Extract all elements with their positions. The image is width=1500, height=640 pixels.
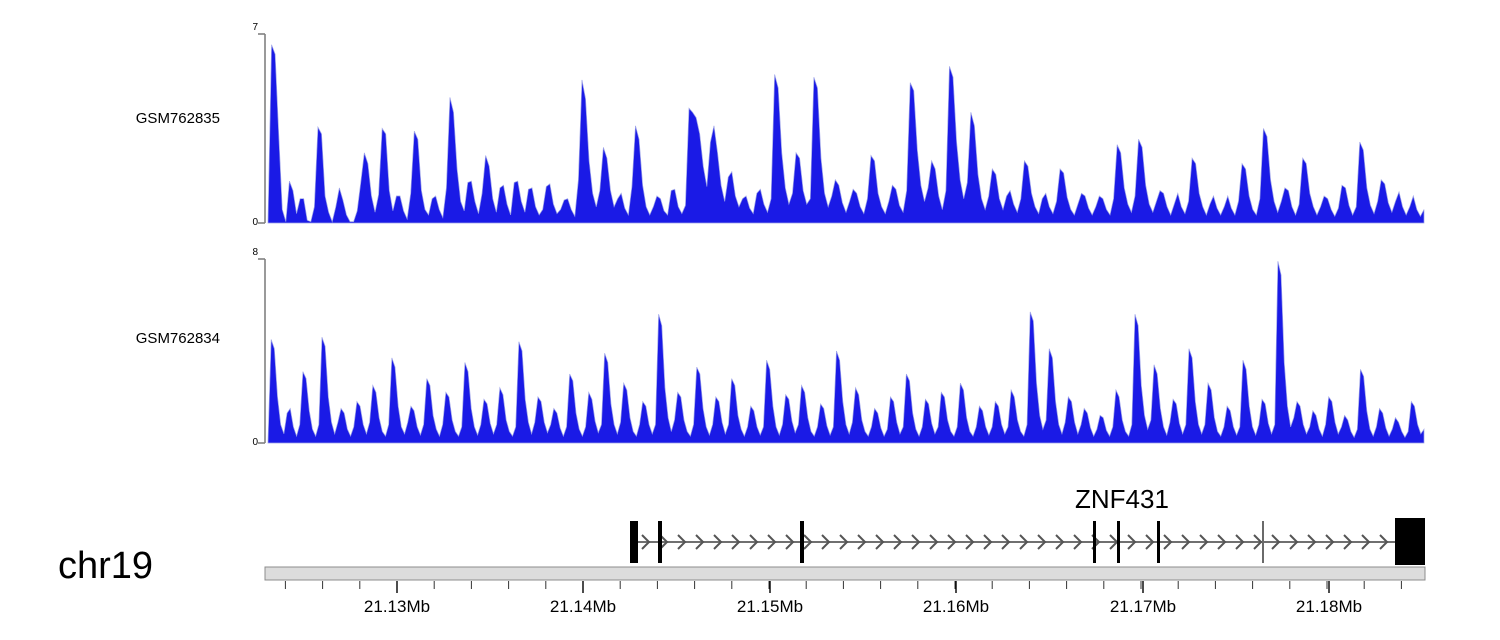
chromosome-label: chr19 <box>58 545 154 587</box>
strand-arrow-icon <box>1217 534 1227 550</box>
genomic-coordinate-axis[interactable] <box>255 566 1455 596</box>
axis-tick-label-2: 21.15Mb <box>736 597 804 616</box>
track-axis-min-1: 0 <box>252 437 258 448</box>
track-axis-max-1: 8 <box>252 247 258 258</box>
exon-block-2 <box>800 521 804 563</box>
strand-arrow-icon <box>947 534 957 550</box>
strand-arrow-icon <box>803 534 813 550</box>
strand-arrow-icon <box>1325 534 1335 550</box>
strand-arrow-icon <box>1307 534 1317 550</box>
exon-block-0 <box>630 521 638 563</box>
strand-arrow-icon <box>641 534 651 550</box>
strand-arrow-icon <box>659 534 669 550</box>
strand-arrow-icon <box>1379 534 1389 550</box>
strand-arrow-icon <box>1127 534 1137 550</box>
signal-area <box>267 261 1425 444</box>
strand-arrow-icon <box>785 534 795 550</box>
strand-arrow-icon <box>1361 534 1371 550</box>
strand-arrow-icon <box>1145 534 1155 550</box>
strand-arrow-icon <box>1073 534 1083 550</box>
axis-tick-label-0: 21.13Mb <box>363 597 431 616</box>
strand-arrow-icon <box>893 534 903 550</box>
axis-tick-label-1: 21.14Mb <box>549 597 617 616</box>
ideogram-bar <box>264 566 1426 581</box>
strand-arrow-icon <box>1289 534 1299 550</box>
strand-arrow-icon <box>965 534 975 550</box>
strand-arrow-icon <box>875 534 885 550</box>
strand-arrow-icon <box>1235 534 1245 550</box>
track-label-1: GSM762834 <box>135 330 220 347</box>
exon-block-4 <box>1117 521 1120 563</box>
strand-arrow-icon <box>713 534 723 550</box>
strand-arrow-icon <box>1037 534 1047 550</box>
strand-arrow-icon <box>1253 534 1263 550</box>
gene-model-track[interactable] <box>255 505 1455 570</box>
exon-block-3 <box>1093 521 1096 563</box>
strand-arrow-icon <box>677 534 687 550</box>
track-label-0: GSM762835 <box>135 110 220 127</box>
signal-area <box>267 44 1425 224</box>
exon-block-7 <box>1395 518 1425 565</box>
track-axis-max-0: 7 <box>252 22 258 33</box>
exon-block-6 <box>1262 521 1264 563</box>
strand-arrow-icon <box>1271 534 1281 550</box>
strand-arrow-icon <box>1001 534 1011 550</box>
track-axis-min-0: 0 <box>252 217 258 228</box>
strand-arrow-icon <box>1163 534 1173 550</box>
strand-arrow-icon <box>767 534 777 550</box>
exon-block-1 <box>658 521 662 563</box>
axis-tick-label-3: 21.16Mb <box>922 597 990 616</box>
strand-arrow-icon <box>821 534 831 550</box>
signal-plot-track-0[interactable] <box>255 28 1430 233</box>
strand-arrow-icon <box>839 534 849 550</box>
strand-arrow-icon <box>749 534 759 550</box>
strand-arrow-icon <box>1019 534 1029 550</box>
exon-block-5 <box>1157 521 1160 563</box>
gene-name-label: ZNF431 <box>1075 484 1169 514</box>
strand-arrow-icon <box>857 534 867 550</box>
strand-arrow-icon <box>695 534 705 550</box>
strand-arrow-icon <box>1343 534 1353 550</box>
strand-arrow-icon <box>731 534 741 550</box>
signal-plot-track-1[interactable] <box>255 253 1430 453</box>
strand-arrow-icon <box>983 534 993 550</box>
axis-tick-label-4: 21.17Mb <box>1109 597 1177 616</box>
strand-arrow-icon <box>929 534 939 550</box>
strand-arrow-icon <box>1199 534 1209 550</box>
axis-tick-label-5: 21.18Mb <box>1295 597 1363 616</box>
strand-arrow-icon <box>911 534 921 550</box>
strand-arrow-icon <box>1181 534 1191 550</box>
strand-arrow-icon <box>1055 534 1065 550</box>
